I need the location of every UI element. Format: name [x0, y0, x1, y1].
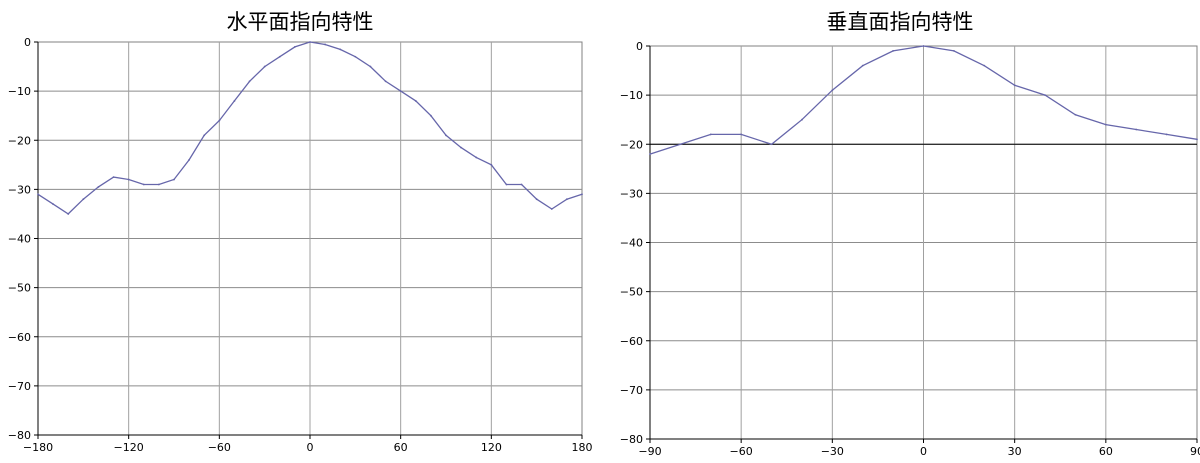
y-tick-label: −80: [8, 429, 31, 442]
data-point: [293, 46, 296, 48]
vertical-directivity-plot: 0 −10 −20 −30 −40 −50 −60 −70 −80−90 −60 −30 0 30 60 9…: [620, 40, 1200, 458]
y-tick-label: −60: [8, 331, 31, 344]
y-tick-label: −10: [620, 89, 643, 102]
data-point: [445, 134, 447, 137]
x-tick-label: −30: [821, 445, 844, 458]
y-tick-label: −20: [8, 134, 31, 147]
y-tick-label: −20: [620, 138, 643, 151]
data-point: [263, 65, 266, 68]
data-point: [1074, 113, 1077, 116]
y-tick-label: −50: [8, 282, 31, 295]
chart-title: 垂直面指向特性: [826, 10, 974, 34]
vertical-directivity-chart: 垂直面指向特性 0 −10 −20 −30 −40 −50 −60 −70 −80 −90 −60 −…: [600, 0, 1200, 463]
data-point: [1196, 138, 1198, 141]
x-tick-label: −120: [114, 441, 144, 454]
data-point: [354, 55, 357, 58]
data-point: [52, 203, 55, 206]
data-point: [565, 198, 568, 201]
y-tick-label: 0: [24, 36, 31, 49]
y-tick-label: −60: [620, 335, 643, 348]
y-tick-label: −40: [620, 237, 643, 250]
data-point: [770, 143, 773, 146]
data-point: [37, 193, 39, 196]
y-tick-label: 0: [636, 40, 643, 53]
data-point: [1104, 123, 1107, 126]
data-point: [112, 176, 115, 178]
chart-title: 水平面指向特性: [226, 10, 374, 34]
x-tick-label: 120: [481, 441, 502, 454]
y-tick-label: −10: [8, 85, 31, 98]
data-point: [324, 43, 327, 46]
data-point: [67, 213, 70, 215]
data-point: [535, 198, 538, 201]
x-tick-label: −60: [730, 445, 753, 458]
data-point: [414, 100, 417, 102]
x-tick-label: −90: [638, 445, 661, 458]
data-point: [679, 143, 682, 146]
y-tick-label: −70: [8, 380, 31, 393]
y-tick-label: −70: [620, 384, 643, 397]
x-tick-label: 0: [920, 445, 927, 458]
data-point: [399, 90, 402, 93]
y-tick-label: −40: [8, 233, 31, 246]
data-point: [649, 153, 651, 155]
data-point: [740, 133, 743, 136]
data-point: [490, 163, 493, 166]
data-point: [233, 100, 236, 102]
data-point: [1135, 128, 1138, 131]
y-tick-label: −50: [620, 286, 643, 299]
data-point: [278, 55, 281, 58]
x-tick-label: 30: [1008, 445, 1022, 458]
data-point: [983, 64, 986, 67]
data-point: [248, 80, 251, 83]
data-point: [157, 183, 160, 186]
data-point: [460, 146, 463, 149]
data-point: [922, 45, 925, 47]
data-point: [97, 186, 100, 188]
data-point: [709, 133, 712, 136]
x-tick-label: 60: [394, 441, 408, 454]
data-point: [218, 119, 221, 122]
data-point: [203, 134, 206, 137]
data-point: [82, 198, 85, 201]
data-point: [952, 50, 955, 52]
data-point: [861, 64, 864, 67]
data-point: [173, 178, 175, 181]
data-point: [339, 48, 342, 51]
horizontal-directivity-plot: 0 −10 −20 −30 −40 −50 −60 −70 −80−180 −120 −60 0 60 1…: [8, 36, 593, 454]
x-tick-label: 180: [572, 441, 593, 454]
data-point: [1013, 84, 1016, 87]
y-tick-label: −80: [620, 433, 643, 446]
y-tick-label: −30: [620, 187, 643, 200]
data-point: [892, 50, 895, 52]
x-tick-label: −180: [23, 441, 53, 454]
data-point: [384, 80, 387, 83]
data-point: [188, 159, 191, 161]
horizontal-directivity-chart: 水平面指向特性 0 −10 −20 −30 −40 −50 −60 −70 −80 −180 −12…: [8, 10, 593, 454]
data-point: [142, 183, 145, 186]
data-point: [550, 208, 553, 210]
data-point: [309, 41, 311, 43]
data-point: [1044, 94, 1046, 97]
data-point: [127, 178, 130, 181]
data-point: [475, 156, 478, 159]
data-point: [831, 89, 834, 92]
x-tick-label: 60: [1099, 445, 1113, 458]
data-point: [801, 118, 803, 121]
x-tick-label: 90: [1190, 445, 1200, 458]
y-tick-label: −30: [8, 183, 31, 196]
x-tick-label: 0: [307, 441, 314, 454]
data-point: [429, 114, 432, 117]
data-point: [505, 183, 508, 186]
data-point: [1165, 133, 1168, 136]
data-point: [369, 65, 372, 68]
data-point: [520, 183, 523, 186]
x-tick-label: −60: [208, 441, 231, 454]
data-point: [581, 193, 583, 196]
